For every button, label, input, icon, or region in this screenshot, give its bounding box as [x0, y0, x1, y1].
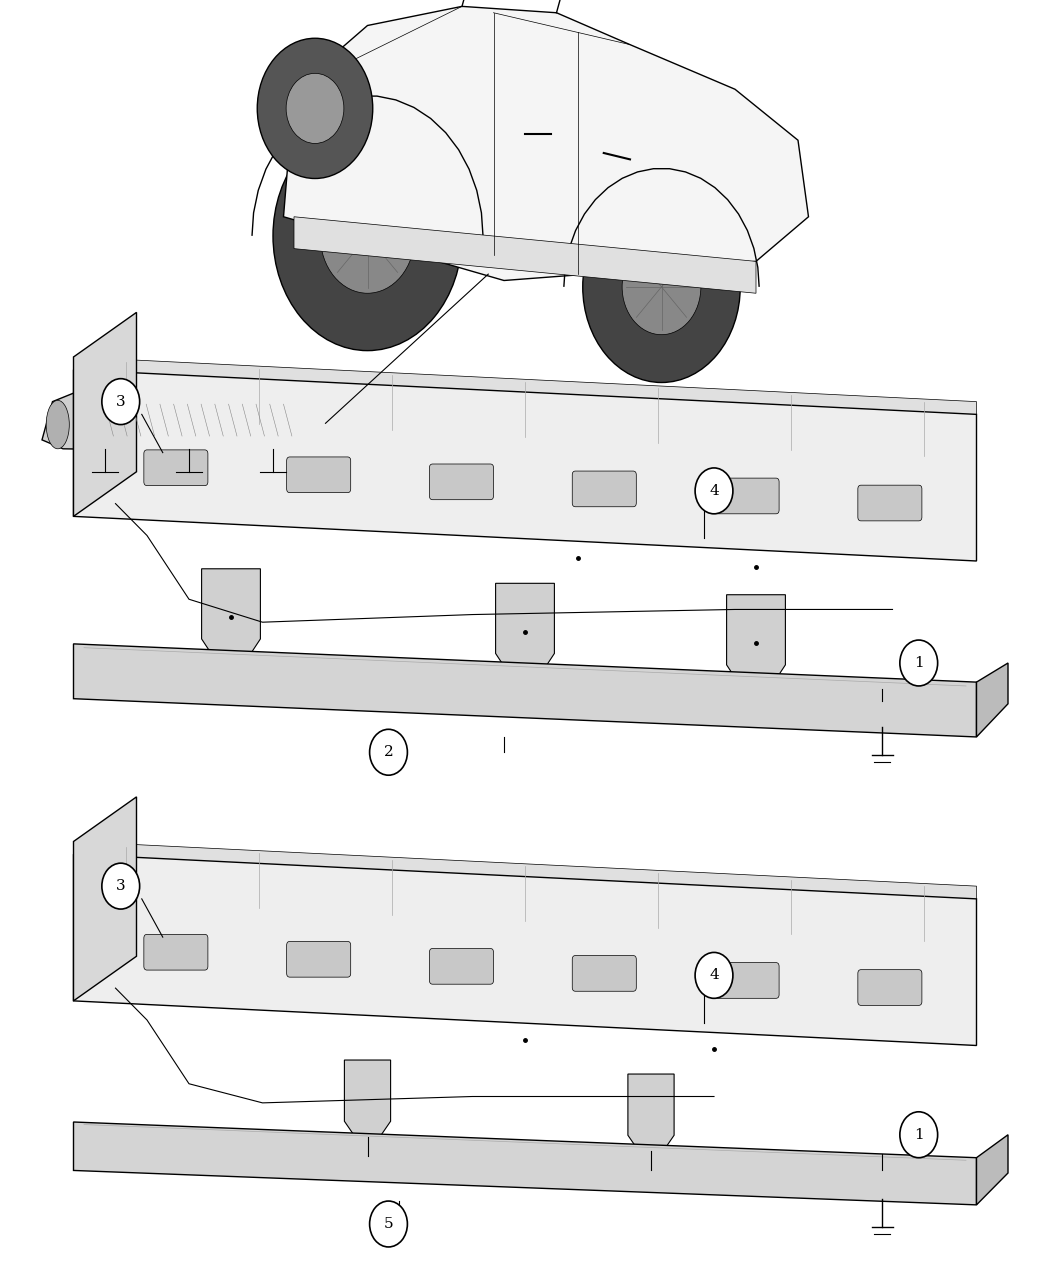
- Circle shape: [370, 1201, 407, 1247]
- Polygon shape: [344, 1060, 391, 1136]
- Polygon shape: [202, 569, 260, 658]
- Text: 1: 1: [914, 1128, 924, 1141]
- FancyBboxPatch shape: [287, 941, 351, 977]
- Text: 1: 1: [914, 657, 924, 669]
- Circle shape: [695, 952, 733, 998]
- Polygon shape: [74, 1122, 977, 1205]
- Circle shape: [695, 468, 733, 514]
- Polygon shape: [74, 370, 977, 561]
- Circle shape: [286, 73, 344, 144]
- Circle shape: [622, 240, 701, 335]
- Circle shape: [102, 379, 140, 425]
- FancyBboxPatch shape: [429, 464, 494, 500]
- Polygon shape: [976, 1135, 1008, 1205]
- FancyBboxPatch shape: [287, 456, 351, 492]
- Polygon shape: [74, 854, 977, 1046]
- Polygon shape: [42, 389, 315, 453]
- Ellipse shape: [46, 400, 69, 449]
- Circle shape: [102, 863, 140, 909]
- Circle shape: [583, 191, 740, 382]
- Text: 2: 2: [383, 746, 394, 759]
- Text: 4: 4: [709, 484, 719, 497]
- Polygon shape: [976, 663, 1008, 737]
- Polygon shape: [74, 357, 977, 459]
- Polygon shape: [496, 583, 554, 672]
- Circle shape: [257, 38, 373, 179]
- FancyBboxPatch shape: [144, 450, 208, 486]
- Text: 5: 5: [383, 1218, 394, 1230]
- Circle shape: [900, 1112, 938, 1158]
- Polygon shape: [727, 594, 785, 683]
- Circle shape: [320, 179, 415, 293]
- Circle shape: [900, 640, 938, 686]
- Polygon shape: [74, 797, 136, 1001]
- FancyBboxPatch shape: [715, 963, 779, 998]
- FancyBboxPatch shape: [572, 955, 636, 991]
- FancyBboxPatch shape: [715, 478, 779, 514]
- FancyBboxPatch shape: [572, 470, 636, 506]
- Text: 3: 3: [116, 395, 126, 408]
- FancyBboxPatch shape: [429, 949, 494, 984]
- Circle shape: [273, 121, 462, 351]
- Polygon shape: [294, 217, 756, 293]
- Polygon shape: [284, 6, 808, 280]
- FancyBboxPatch shape: [144, 935, 208, 970]
- Polygon shape: [74, 842, 977, 944]
- Polygon shape: [74, 312, 136, 516]
- Circle shape: [370, 729, 407, 775]
- Text: 3: 3: [116, 880, 126, 892]
- Polygon shape: [74, 644, 977, 737]
- Text: 4: 4: [709, 969, 719, 982]
- FancyBboxPatch shape: [858, 486, 922, 521]
- FancyBboxPatch shape: [858, 970, 922, 1006]
- Polygon shape: [628, 1074, 674, 1150]
